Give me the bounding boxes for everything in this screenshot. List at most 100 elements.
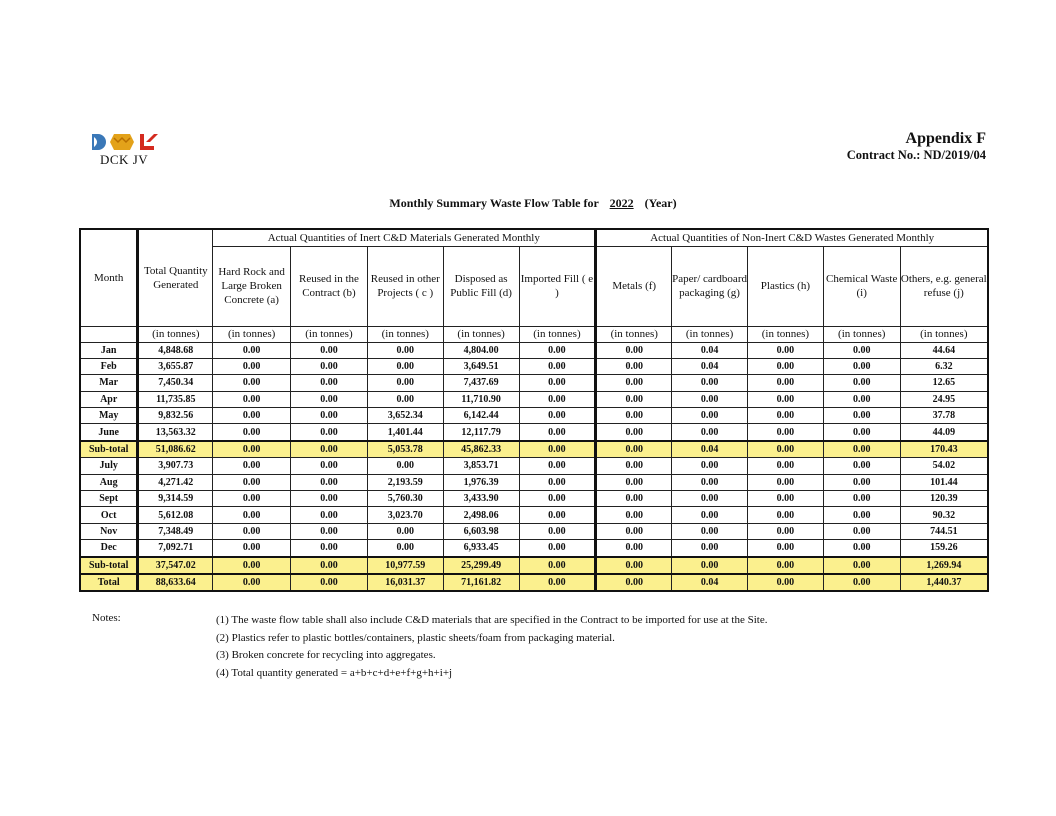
value-cell: 3,655.87 [137, 357, 214, 376]
note-item: (1) The waste flow table shall also incl… [216, 614, 768, 626]
logo-graphic [90, 132, 170, 152]
value-cell: 0.00 [671, 407, 748, 425]
unit-cell-empty [79, 325, 140, 343]
value-cell: 0.00 [290, 572, 368, 592]
value-cell: 744.51 [899, 522, 989, 541]
value-cell: 0.00 [747, 506, 824, 524]
table-row: June 13,563.32 0.00 0.00 1,401.44 12,117.79 0.… [79, 423, 989, 442]
value-cell: 0.00 [747, 555, 824, 575]
value-cell: 0.00 [595, 490, 673, 508]
value-cell: 3,652.34 [366, 407, 444, 425]
value-cell: 0.00 [212, 572, 292, 592]
value-cell: 0.00 [822, 555, 901, 575]
value-cell: 0.00 [366, 341, 444, 359]
month-cell: Mar [79, 374, 140, 392]
month-cell: June [79, 423, 140, 442]
note-item: (3) Broken concrete for recycling into a… [216, 649, 436, 661]
value-cell: 0.00 [290, 490, 368, 508]
value-cell: 0.00 [518, 407, 598, 425]
value-cell: 0.00 [595, 473, 673, 492]
value-cell: 0.00 [747, 490, 824, 508]
value-cell: 0.00 [595, 522, 673, 541]
value-cell: 0.00 [595, 407, 673, 425]
value-cell: 0.00 [290, 555, 368, 575]
value-cell: 0.00 [747, 473, 824, 492]
value-cell: 9,314.59 [137, 490, 214, 508]
value-cell: 0.00 [518, 423, 598, 442]
value-cell: 0.00 [747, 341, 824, 359]
month-cell: Apr [79, 390, 140, 409]
value-cell: 0.00 [822, 390, 901, 409]
col-b: Reused in the Contract (b) [290, 245, 368, 327]
value-cell: 0.00 [518, 374, 598, 392]
value-cell: 0.00 [212, 457, 292, 475]
value-cell: 12,117.79 [442, 423, 520, 442]
value-cell: 0.00 [366, 522, 444, 541]
value-cell: 0.00 [290, 357, 368, 376]
value-cell: 0.00 [518, 457, 598, 475]
value-cell: 0.00 [747, 407, 824, 425]
unit-cell: (in tonnes) [137, 325, 214, 343]
value-cell: 12.65 [899, 374, 989, 392]
value-cell: 0.00 [212, 341, 292, 359]
col-i: Chemical Waste (i) [822, 245, 901, 327]
value-cell: 0.00 [290, 506, 368, 524]
value-cell: 37.78 [899, 407, 989, 425]
value-cell: 0.00 [518, 539, 598, 558]
waste-flow-table: Month Total Quantity Generated Actual Qu… [79, 228, 989, 593]
value-cell: 0.00 [747, 539, 824, 558]
value-cell: 1,401.44 [366, 423, 444, 442]
value-cell: 0.00 [671, 390, 748, 409]
value-cell: 0.00 [518, 357, 598, 376]
value-cell: 6,933.45 [442, 539, 520, 558]
value-cell: 0.00 [290, 374, 368, 392]
value-cell: 0.00 [671, 522, 748, 541]
value-cell: 6,142.44 [442, 407, 520, 425]
value-cell: 0.00 [290, 457, 368, 475]
col-a: Hard Rock and Large Broken Concrete (a) [212, 245, 292, 327]
value-cell: 0.00 [290, 407, 368, 425]
value-cell: 4,848.68 [137, 341, 214, 359]
value-cell: 0.00 [212, 522, 292, 541]
value-cell: 0.04 [671, 572, 748, 592]
value-cell: 0.00 [822, 341, 901, 359]
value-cell: 4,271.42 [137, 473, 214, 492]
value-cell: 0.00 [518, 572, 598, 592]
value-cell: 0.00 [212, 390, 292, 409]
value-cell: 0.00 [518, 439, 598, 459]
appendix-header: Appendix F Contract No.: ND/2019/04 [847, 130, 986, 163]
value-cell: 0.04 [671, 341, 748, 359]
value-cell: 3,023.70 [366, 506, 444, 524]
value-cell: 0.00 [747, 572, 824, 592]
table-row: Nov 7,348.49 0.00 0.00 0.00 6,603.98 0.00 0.00 0… [79, 522, 989, 541]
value-cell: 25,299.49 [442, 555, 520, 575]
unit-cell: (in tonnes) [595, 325, 673, 343]
value-cell: 0.00 [518, 473, 598, 492]
value-cell: 4,804.00 [442, 341, 520, 359]
logo-text: DCK JV [100, 152, 149, 167]
value-cell: 0.04 [671, 357, 748, 376]
month-cell: Aug [79, 473, 140, 492]
month-cell: Sub-total [79, 439, 140, 459]
table-row: Jan 4,848.68 0.00 0.00 0.00 4,804.00 0.00 0.00 0… [79, 341, 989, 359]
value-cell: 0.00 [747, 374, 824, 392]
value-cell: 0.00 [595, 506, 673, 524]
value-cell: 0.00 [212, 506, 292, 524]
month-cell: Oct [79, 506, 140, 524]
table-row: May 9,832.56 0.00 0.00 3,652.34 6,142.44 0.00 0… [79, 407, 989, 425]
value-cell: 0.00 [747, 522, 824, 541]
value-cell: 2,498.06 [442, 506, 520, 524]
value-cell: 0.00 [290, 473, 368, 492]
value-cell: 0.00 [290, 341, 368, 359]
notes-label: Notes: [92, 612, 121, 624]
value-cell: 1,269.94 [899, 555, 989, 575]
value-cell: 0.00 [366, 390, 444, 409]
value-cell: 0.00 [518, 506, 598, 524]
month-cell: Feb [79, 357, 140, 376]
unit-cell: (in tonnes) [442, 325, 520, 343]
value-cell: 0.00 [595, 539, 673, 558]
value-cell: 0.00 [212, 407, 292, 425]
unit-cell: (in tonnes) [366, 325, 444, 343]
unit-cell: (in tonnes) [671, 325, 748, 343]
value-cell: 0.00 [212, 490, 292, 508]
